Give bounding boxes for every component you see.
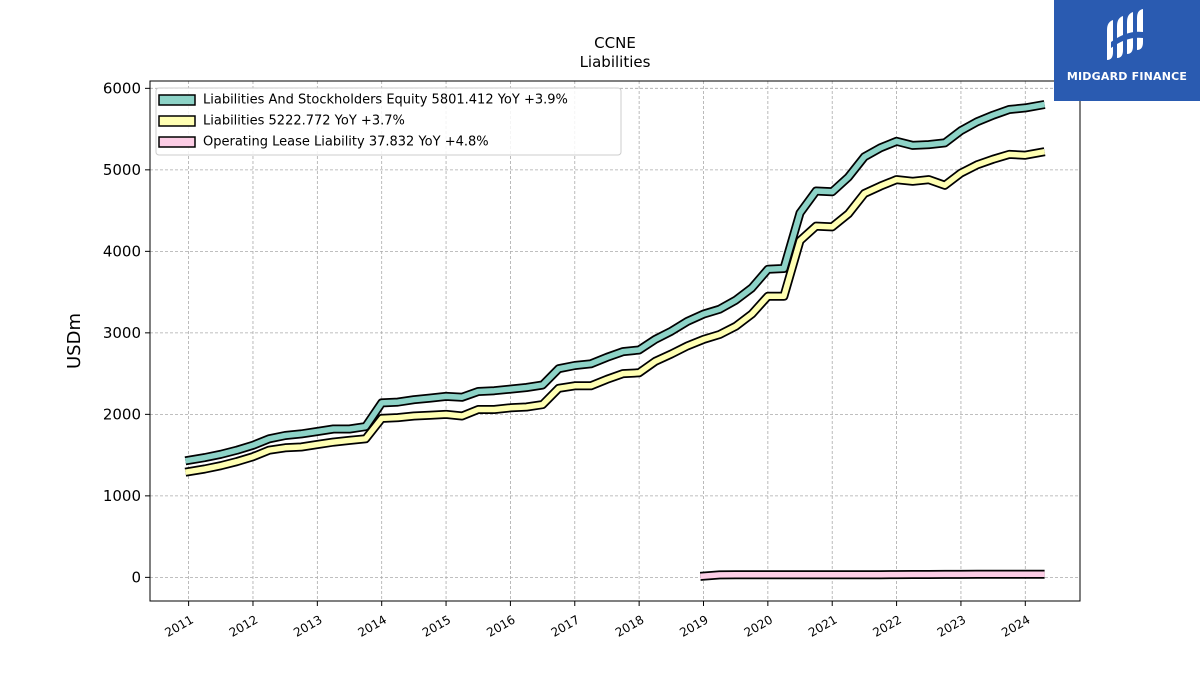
x-tick-label: 2023 bbox=[935, 613, 968, 640]
x-tick-label: 2017 bbox=[549, 613, 582, 640]
y-axis-label: USDm bbox=[64, 313, 85, 369]
legend-label: Liabilities And Stockholders Equity 5801… bbox=[203, 93, 568, 108]
logo-mark-icon bbox=[1107, 9, 1143, 60]
legend-swatch bbox=[158, 136, 196, 148]
x-axis: 2011 2012 2013 2014 2015 2016 2017 2018 2019 2020… bbox=[162, 601, 1033, 640]
legend-swatch bbox=[158, 94, 196, 106]
legend-label: Operating Lease Liability 37.832 YoY +4.… bbox=[203, 135, 489, 150]
x-tick-label: 2012 bbox=[227, 613, 260, 640]
x-tick-label: 2019 bbox=[677, 613, 710, 640]
series-outline bbox=[184, 147, 1046, 477]
chart-title: CCNE bbox=[594, 34, 636, 52]
legend-label: Liabilities 5222.772 YoY +3.7% bbox=[203, 114, 405, 129]
legend-box bbox=[155, 87, 622, 156]
grid bbox=[150, 81, 1080, 601]
series-lines bbox=[184, 100, 1046, 581]
x-tick-label: 2016 bbox=[484, 613, 517, 640]
midgard-finance-logo: MIDGARD FINANCE bbox=[1054, 0, 1200, 101]
series-outline bbox=[184, 100, 1046, 466]
y-axis: 0 1000 2000 3000 4000 5000 6000 bbox=[103, 79, 150, 586]
x-tick-label: 2021 bbox=[806, 613, 839, 640]
legend: Liabilities And Stockholders Equity 5801… bbox=[155, 87, 622, 156]
x-tick-label: 2018 bbox=[613, 613, 646, 640]
y-tick-label: 3000 bbox=[103, 324, 141, 342]
legend-swatch bbox=[158, 115, 196, 127]
series-line bbox=[184, 101, 1046, 464]
series-line bbox=[184, 148, 1046, 475]
x-tick-label: 2020 bbox=[742, 613, 775, 640]
x-tick-label: 2011 bbox=[162, 613, 195, 640]
y-tick-label: 0 bbox=[131, 568, 141, 586]
x-tick-label: 2013 bbox=[291, 613, 324, 640]
x-tick-label: 2024 bbox=[999, 613, 1032, 640]
logo-text: MIDGARD FINANCE bbox=[1066, 70, 1188, 83]
x-tick-label: 2014 bbox=[355, 613, 388, 640]
y-tick-label: 6000 bbox=[103, 79, 141, 97]
chart-subtitle: Liabilities bbox=[580, 53, 651, 71]
plot-frame bbox=[149, 80, 1081, 602]
series-line bbox=[700, 571, 1045, 580]
y-tick-label: 4000 bbox=[103, 242, 141, 260]
x-tick-label: 2015 bbox=[420, 613, 453, 640]
y-tick-label: 5000 bbox=[103, 161, 141, 179]
y-tick-label: 2000 bbox=[103, 405, 141, 423]
y-tick-label: 1000 bbox=[103, 487, 141, 505]
x-tick-label: 2022 bbox=[870, 613, 903, 640]
